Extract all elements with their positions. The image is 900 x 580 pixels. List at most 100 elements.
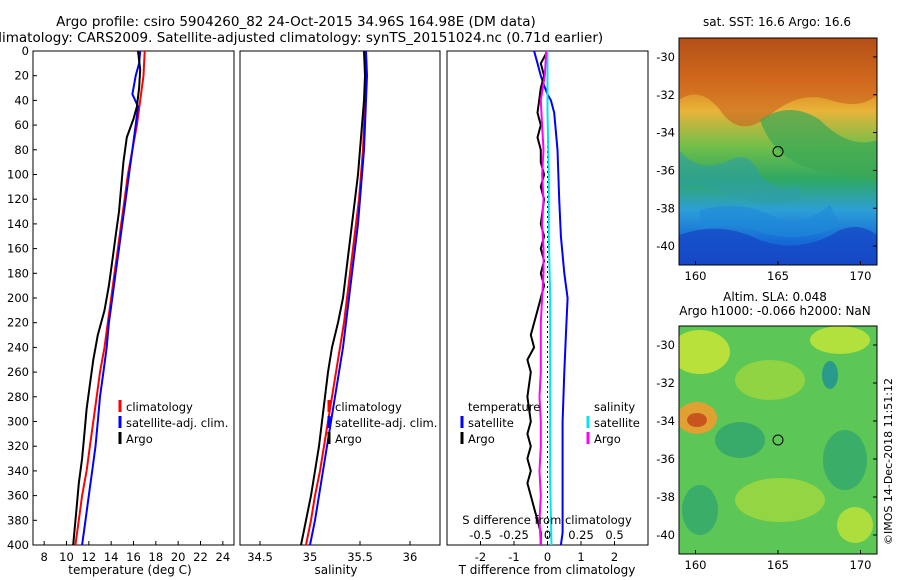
depth-axis: 0 20 40 60 80 100 120 140 160 180 200 220 240 260 280 3… [7, 44, 451, 552]
depth-tick-label: 160 [7, 242, 29, 256]
sst-map-panel: sat. SST: 16.6 Argo: 16.6 160 165 170 -30-… [656, 15, 878, 283]
depth-tick-label: 320 [7, 439, 29, 453]
map-x-tick-label: 160 [685, 269, 707, 283]
sla-yellow-patch [679, 330, 730, 374]
salinity-xlabel: salinity [314, 563, 357, 577]
depth-tick-label: 20 [14, 69, 29, 83]
sla-yellow-patch [810, 326, 870, 354]
imos-credit: ©IMOS 14-Dec-2018 11:51:12 [882, 378, 895, 545]
sst-latitude-axis: -30 -32 -34 -36 -38 -40 [656, 50, 877, 253]
map-y-tick-label: -40 [656, 528, 675, 542]
legend-label-t-satellite: satellite [468, 416, 514, 430]
x-tick-label: 36 [403, 550, 418, 564]
x-tick-label: -1 [508, 550, 519, 564]
salinity-diff-legend: salinity satellite Argo [586, 400, 640, 446]
argo-location-marker [772, 434, 784, 446]
legend-label-s-argo: Argo [594, 432, 621, 446]
legend-label-satellite: satellite-adj. clim. [335, 416, 437, 430]
depth-tick-label: 240 [7, 340, 29, 354]
legend-title-salinity: salinity [594, 400, 635, 414]
sla-light-patch [735, 360, 805, 400]
legend-label-climatology: climatology [126, 400, 193, 414]
depth-tick-label: 180 [7, 266, 29, 280]
map-y-tick-label: -40 [656, 239, 675, 253]
legend-title-temperature: temperature [468, 400, 540, 414]
map-y-tick-label: -30 [656, 50, 675, 64]
series-line-argo [72, 50, 142, 546]
sst-longitude-axis: 160 165 170 [685, 261, 871, 283]
x-tick-label: 12 [82, 550, 97, 564]
series-line-s-satellite [546, 51, 553, 546]
series-line-satellite-adj-clim- [81, 50, 142, 546]
x-tick-label: 8 [41, 550, 48, 564]
legend-label-argo: Argo [126, 432, 153, 446]
x-tick-label: 35 [303, 550, 318, 564]
map-x-tick-label: 160 [685, 558, 707, 572]
sla-dark-patch [823, 430, 867, 490]
temperature-xlabel: temperature (deg C) [68, 563, 191, 577]
s-difference-axis: -0.5 -0.25 0 0.25 0.5 [469, 528, 624, 545]
depth-tick-label: 260 [7, 365, 29, 379]
depth-tick-label: 400 [7, 538, 29, 552]
difference-series [526, 50, 569, 546]
map-x-tick-label: 170 [850, 558, 872, 572]
sla-map-title-line2: Argo h1000: -0.066 h2000: NaN [679, 304, 871, 318]
x-tick-label: 35.5 [347, 550, 373, 564]
salinity-panel: 34.5 35 35.5 36 salinity climatology satell… [239, 50, 441, 577]
x-tick-label: 0 [544, 550, 551, 564]
depth-tick-label: 40 [14, 93, 29, 107]
salinity-series [300, 50, 369, 546]
argo-location-marker [772, 146, 784, 157]
x-tick-label: 24 [216, 550, 231, 564]
difference-panel: -2 -1 0 1 2 -0.5 -0.25 0 0.25 0.5 T difference f… [446, 50, 649, 577]
temperature-diff-legend: temperature satellite Argo [460, 400, 540, 446]
s-x-tick-label: 0 [544, 528, 551, 542]
x-tick-label: 20 [171, 550, 186, 564]
series-line-argo [300, 50, 367, 546]
sla-red-patch [687, 413, 707, 427]
depth-tick-label: 0 [22, 44, 29, 58]
s-x-tick-label: -0.25 [499, 528, 529, 542]
depth-tick-label: 280 [7, 390, 29, 404]
depth-tick-label: 360 [7, 489, 29, 503]
sla-latitude-axis: -30 -32 -34 -36 -38 -40 [656, 338, 877, 542]
depth-tick-label: 380 [7, 513, 29, 527]
sla-longitude-axis: 160 165 170 [685, 550, 872, 572]
sla-map-title-line1: Altim. SLA: 0.048 [723, 290, 827, 304]
x-tick-label: 14 [104, 550, 119, 564]
series-line-satellite-adj-clim- [309, 50, 369, 546]
depth-tick-label: 200 [7, 291, 29, 305]
map-y-tick-label: -34 [656, 126, 675, 140]
map-y-tick-label: -36 [656, 452, 675, 466]
legend-label-argo: Argo [335, 432, 362, 446]
depth-tick-label: 120 [7, 192, 29, 206]
legend-label-t-argo: Argo [468, 432, 495, 446]
temperature-series [72, 50, 146, 546]
salinity-plot-frame [239, 50, 441, 546]
sst-teal-patch [679, 150, 800, 204]
salinity-axis: 34.5 35 35.5 36 [247, 541, 417, 564]
temperature-plot-frame [32, 50, 235, 546]
sst-green-patch [760, 110, 877, 180]
salinity-legend: climatology satellite-adj. clim. Argo [327, 400, 437, 446]
x-tick-label: 22 [193, 550, 208, 564]
legend-label-climatology: climatology [335, 400, 402, 414]
map-y-tick-label: -32 [656, 88, 675, 102]
s-difference-xlabel: S difference from climatology [462, 513, 632, 527]
sst-warm-patch [679, 38, 877, 127]
legend-label-s-satellite: satellite [594, 416, 640, 430]
depth-tick-label: 60 [14, 118, 29, 132]
s-x-tick-label: -0.5 [469, 528, 491, 542]
x-tick-label: 2 [611, 550, 618, 564]
map-y-tick-label: -32 [656, 376, 675, 390]
x-tick-label: 16 [126, 550, 141, 564]
map-y-tick-label: -30 [656, 338, 675, 352]
depth-tick-label: 140 [7, 217, 29, 231]
s-x-tick-label: 0.5 [605, 528, 623, 542]
sla-field [679, 326, 877, 554]
sla-dark-patch [715, 422, 765, 458]
depth-tick-label: 80 [14, 143, 29, 157]
depth-tick-label: 220 [7, 316, 29, 330]
legend-label-satellite: satellite-adj. clim. [126, 416, 228, 430]
